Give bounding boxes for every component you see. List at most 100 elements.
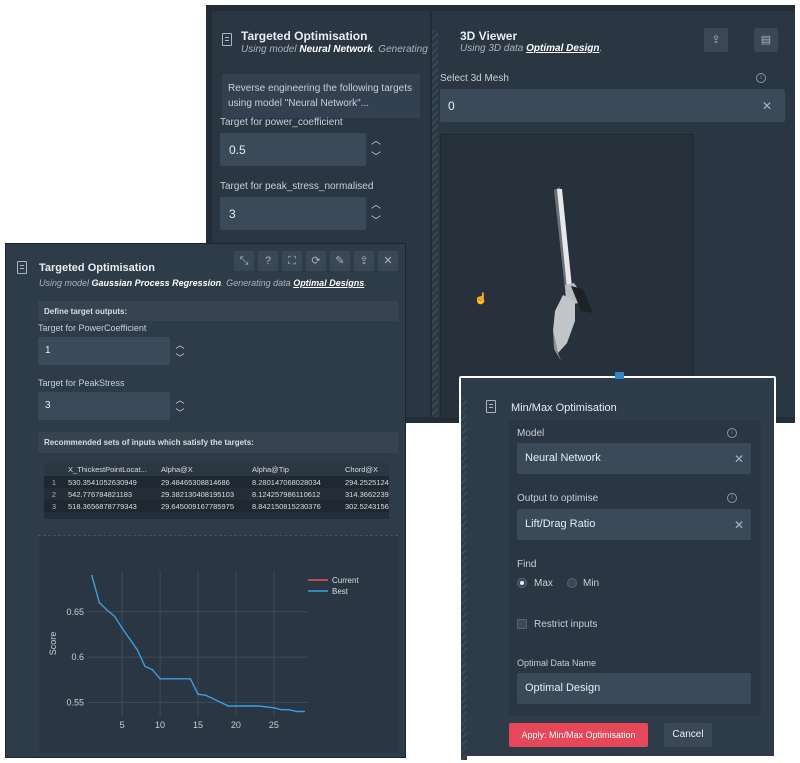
data-point	[136, 649, 139, 651]
clear-icon[interactable]: ✕	[734, 452, 745, 466]
data-point	[159, 678, 161, 680]
expand-icon: ⛶	[288, 255, 296, 267]
decrement-button[interactable]: ﹀	[371, 152, 381, 163]
table-row[interactable]: 3 518.3656878779343 29.645009167785975 8…	[44, 500, 389, 512]
document-icon	[222, 33, 232, 46]
target-label: Target for power_coefficient	[220, 117, 343, 128]
cancel-button[interactable]: Cancel	[664, 723, 712, 747]
info-text: Reverse engineering the following target…	[228, 83, 412, 109]
info-box: Reverse engineering the following target…	[222, 74, 420, 118]
panel-title: Targeted Optimisation	[39, 262, 155, 274]
data-point	[280, 708, 283, 711]
resize-edge[interactable]	[432, 31, 438, 417]
back-workspace: Targeted Optimisation Using model Neural…	[206, 5, 795, 423]
close-button[interactable]: ✕	[378, 251, 398, 271]
data-point	[113, 615, 116, 618]
edit-button[interactable]: ✎	[330, 251, 350, 271]
target-label: Target for PowerCoefficient	[38, 323, 147, 333]
data-point	[204, 694, 207, 696]
increment-button[interactable]: ︿	[371, 136, 381, 147]
export-button[interactable]: ⇪	[354, 251, 374, 271]
restrict-inputs-label: Restrict inputs	[534, 619, 598, 630]
data-point	[227, 705, 230, 707]
max-radio[interactable]	[517, 578, 527, 588]
collapse-button[interactable]: ⤡	[234, 251, 254, 271]
mesh-label: Select 3d Mesh	[440, 73, 509, 84]
y-tick-label: 0.6	[71, 652, 84, 662]
panel-subtitle: Using model Neural Network. Generating d	[241, 44, 429, 55]
target-stress-input[interactable]: 3	[220, 197, 366, 230]
info-icon[interactable]: i	[727, 493, 737, 503]
data-point	[295, 710, 298, 713]
recommended-header: Recommended sets of inputs which satisfy…	[38, 432, 398, 453]
column-header[interactable]: Alpha@Tip	[252, 465, 289, 474]
target-stress-input[interactable]: 3	[38, 392, 170, 420]
help-button[interactable]: ?	[258, 251, 278, 271]
table-row[interactable]: 1 530.3541052630949 29.48465308814686 8.…	[44, 476, 389, 488]
form-area: Model i Neural Network ✕ Output to optim…	[509, 420, 761, 716]
restrict-inputs-checkbox[interactable]	[517, 619, 527, 629]
increment-button[interactable]: ︿	[175, 395, 185, 405]
find-label: Find	[517, 559, 537, 570]
table-row[interactable]: 2 542.776784821183 29.382130408195103 8.…	[44, 488, 389, 500]
back-targeted-panel: Targeted Optimisation Using model Neural…	[212, 11, 430, 417]
apply-button[interactable]: Apply: Min/Max Optimisation	[509, 723, 648, 747]
target-power-input[interactable]: 1	[38, 337, 170, 365]
info-icon[interactable]: i	[756, 73, 766, 83]
output-select[interactable]: Lift/Drag Ratio	[517, 509, 751, 540]
mesh-select[interactable]: 0	[440, 89, 785, 122]
data-point	[288, 708, 290, 711]
decrement-button[interactable]: ﹀	[175, 353, 185, 363]
pencil-icon: ✎	[335, 255, 345, 267]
targeted-optimisation-panel: Targeted Optimisation Using model Gaussi…	[5, 243, 406, 758]
blade-mesh	[553, 187, 593, 361]
notes-button[interactable]: ▤	[754, 28, 778, 52]
data-point	[121, 627, 123, 629]
refresh-button[interactable]: ⟳	[306, 251, 326, 271]
export-button[interactable]: ⇪	[704, 28, 728, 52]
help-icon: ?	[264, 255, 272, 267]
data-point	[242, 705, 245, 707]
expand-button[interactable]: ⛶	[282, 251, 302, 271]
data-point	[151, 668, 154, 671]
data-point	[90, 574, 93, 577]
clear-icon[interactable]: ✕	[762, 99, 773, 113]
y-axis-label: Score	[48, 632, 58, 656]
drag-handle[interactable]	[615, 372, 624, 379]
target-label: Target for peak_stress_normalised	[220, 181, 374, 192]
x-tick-label: 20	[231, 720, 241, 730]
column-header[interactable]: X_ThickestPointLocat...	[68, 465, 147, 474]
results-table: X_ThickestPointLocat... Alpha@X Alpha@Ti…	[44, 463, 389, 519]
model-select[interactable]: Neural Network	[517, 443, 751, 474]
decrement-button[interactable]: ﹀	[371, 216, 381, 227]
target-power-input[interactable]: 0.5	[220, 133, 366, 166]
resize-edge[interactable]	[461, 398, 467, 760]
data-point	[235, 705, 237, 707]
increment-button[interactable]: ︿	[371, 200, 381, 211]
data-point	[257, 705, 260, 707]
column-header[interactable]: Chord@X	[345, 465, 379, 474]
3d-canvas[interactable]: ☝	[440, 134, 694, 419]
data-point	[265, 706, 268, 708]
data-point	[219, 701, 222, 704]
refresh-icon: ⟳	[311, 255, 321, 267]
legend-label-current: Current	[332, 576, 359, 585]
x-tick-label: 15	[193, 720, 203, 730]
data-point	[182, 678, 184, 680]
y-tick-label: 0.65	[66, 607, 84, 617]
data-name-input[interactable]: Optimal Design	[517, 673, 751, 704]
clear-icon[interactable]: ✕	[734, 518, 745, 532]
panel-subtitle: Using model Gaussian Process Regression.…	[39, 278, 367, 288]
info-icon[interactable]: i	[727, 428, 737, 438]
document-icon	[486, 400, 496, 413]
minmax-optimisation-panel: Min/Max Optimisation Model i Neural Netw…	[459, 372, 776, 760]
increment-button[interactable]: ︿	[175, 340, 185, 350]
min-label: Min	[583, 578, 600, 589]
data-name-label: Optimal Data Name	[517, 658, 597, 668]
column-header[interactable]: Alpha@X	[161, 465, 193, 474]
min-radio[interactable]	[567, 578, 577, 588]
panel-title: Min/Max Optimisation	[511, 402, 617, 414]
document-icon: ▤	[760, 34, 772, 46]
data-point	[273, 707, 275, 709]
decrement-button[interactable]: ﹀	[175, 408, 185, 418]
